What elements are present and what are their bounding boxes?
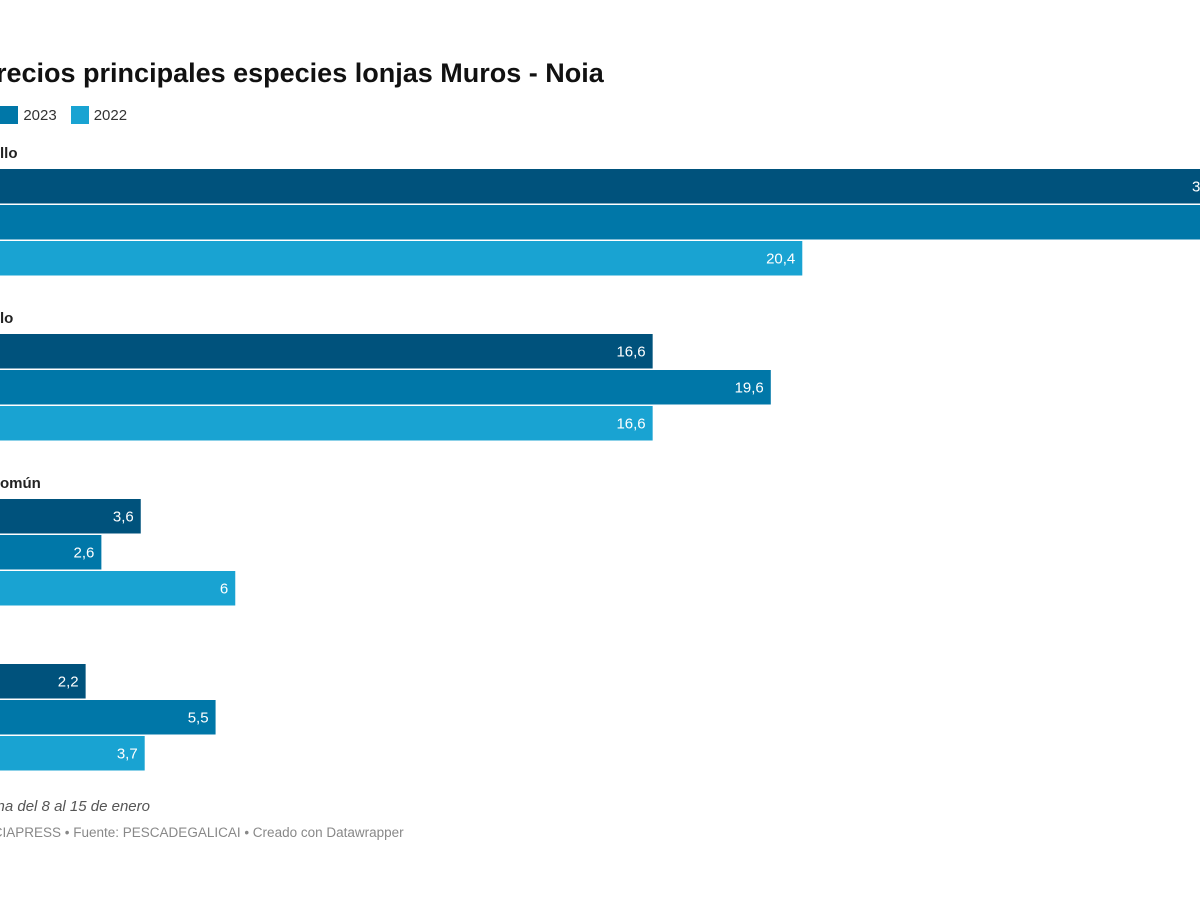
- value-label: 19,6: [735, 379, 764, 396]
- value-label: 16,6: [616, 343, 645, 360]
- value-label: 3,6: [113, 508, 134, 525]
- value-label: 6: [220, 580, 228, 597]
- chart-title: Precios principales especies lonjas Muro…: [0, 58, 604, 88]
- value-label: 16,6: [616, 415, 645, 432]
- bar-2024: [0, 499, 141, 534]
- bar-2024: [0, 169, 1200, 204]
- value-label: 2,6: [74, 544, 95, 561]
- category-label: omún: [0, 475, 41, 492]
- bar-2023: [0, 205, 1200, 240]
- bar-2022: [0, 571, 236, 606]
- value-label: 3: [1192, 178, 1200, 195]
- value-label: 3,7: [117, 745, 138, 762]
- legend-swatch-2023: [0, 106, 19, 124]
- legend: 420232022: [0, 106, 141, 124]
- value-label: 2,2: [58, 673, 79, 690]
- legend-swatch-2022: [70, 106, 89, 124]
- value-label: 5,5: [188, 709, 209, 726]
- value-label: 20,4: [766, 250, 795, 267]
- bar-2022: [0, 241, 803, 276]
- legend-label-2023: 2023: [23, 106, 57, 124]
- bar-2024: [0, 334, 653, 369]
- category-label: lo: [0, 310, 13, 327]
- legend-label-2022: 2022: [93, 106, 128, 124]
- category-label: llo: [0, 145, 18, 162]
- bar-2022: [0, 406, 653, 441]
- legend-item-2023: 2023: [0, 106, 57, 124]
- bar-2023: [0, 535, 102, 570]
- legend-item-2022: 2022: [70, 106, 128, 124]
- bar-2024: [0, 664, 86, 699]
- chart-footer: GALICIAPRESS • Fuente: PESCADEGALICAI • …: [0, 825, 404, 840]
- chart-note: la semana del 8 al 15 de enero: [0, 798, 150, 815]
- bar-2023: [0, 370, 771, 405]
- bar-2023: [0, 700, 216, 735]
- bar-2022: [0, 736, 145, 771]
